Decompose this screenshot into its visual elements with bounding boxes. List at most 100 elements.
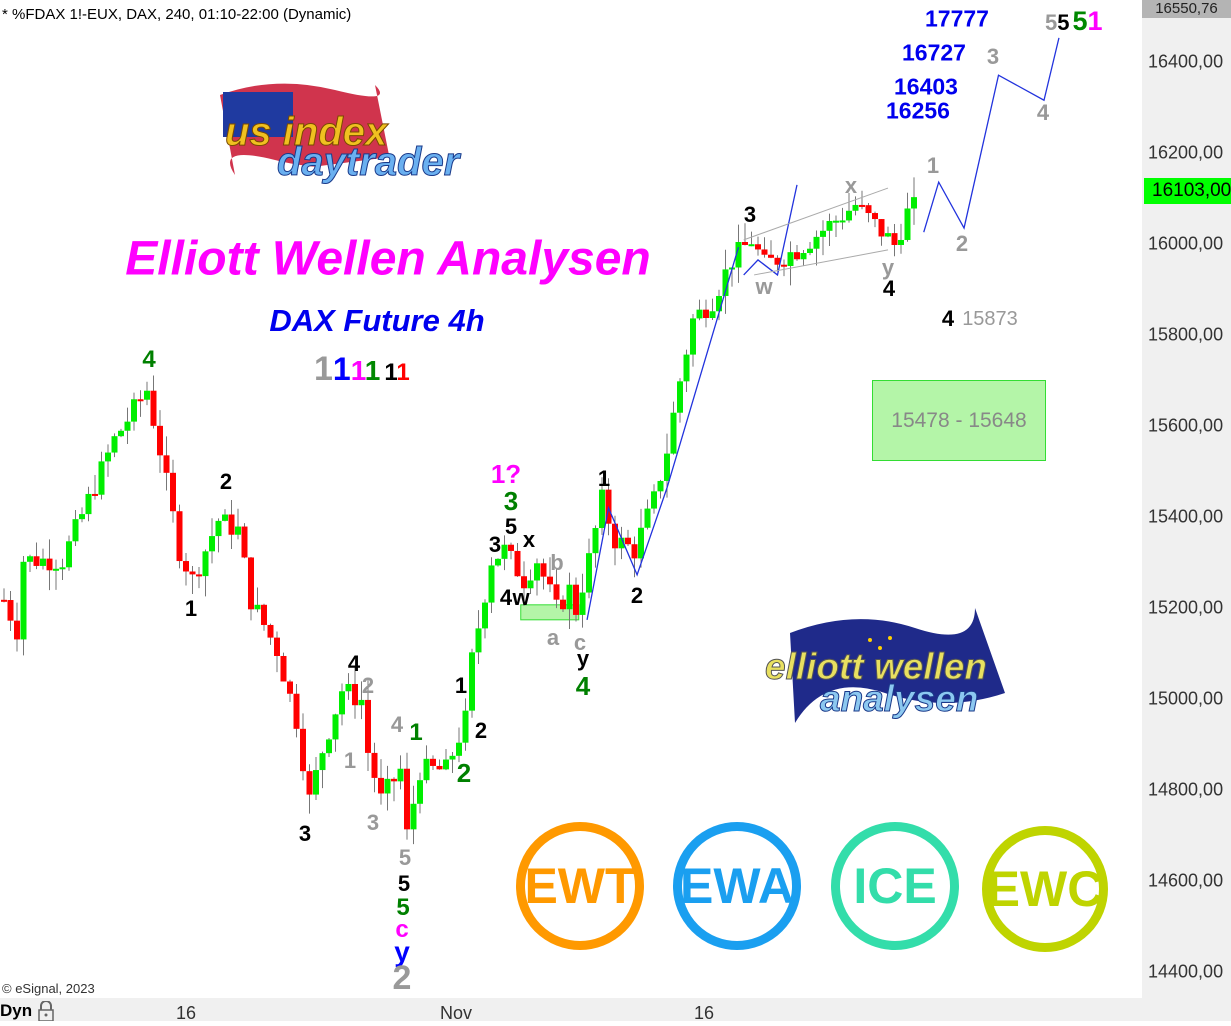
- degree-3: 1: [350, 355, 365, 386]
- candle-up: [319, 753, 326, 771]
- badge-ice: ICE: [831, 822, 959, 950]
- wave-label: y: [576, 646, 590, 671]
- candle-up: [826, 220, 833, 231]
- degree-2: 1: [332, 351, 351, 387]
- candle-up: [59, 567, 66, 570]
- candle-up: [599, 489, 605, 529]
- candle-up: [495, 558, 501, 566]
- candle-down: [150, 390, 157, 426]
- wave-label: 2: [474, 718, 488, 743]
- candle-up: [813, 236, 820, 249]
- candle-up: [644, 508, 651, 528]
- x-tick-nov: Nov: [439, 1003, 473, 1023]
- candle-up: [209, 536, 215, 552]
- y-tick: 14400,00: [1148, 961, 1224, 982]
- candle-down: [46, 558, 53, 571]
- candle-up: [456, 742, 462, 756]
- target-1: 17777: [925, 5, 989, 32]
- candle-up: [345, 683, 352, 692]
- wave-label: x: [844, 173, 858, 198]
- wave-label: 4: [575, 671, 591, 701]
- candle-down: [878, 219, 885, 237]
- badge-ewt: EWT: [516, 822, 644, 950]
- projection-line: [923, 37, 1060, 233]
- price-axis[interactable]: [1142, 0, 1231, 1021]
- candle-up: [397, 768, 404, 782]
- axis-top-value: 16550,76: [1142, 0, 1231, 18]
- top-wave-4: 1: [1087, 6, 1103, 36]
- badge-ewa: EWA: [673, 822, 801, 950]
- degree-6: 1: [396, 359, 410, 386]
- time-axis[interactable]: [0, 998, 1142, 1021]
- candle-down: [1, 599, 7, 602]
- candle-up: [124, 421, 131, 431]
- target-2: 16727: [902, 39, 966, 66]
- degree-4: 1: [364, 355, 381, 386]
- candle-down: [508, 544, 514, 551]
- candle-down: [768, 254, 774, 258]
- candle-up: [410, 803, 417, 830]
- candle-down: [196, 574, 202, 577]
- candle-up: [72, 519, 79, 542]
- y-tick: 14600,00: [1148, 870, 1224, 891]
- target-4: 16256: [886, 97, 950, 124]
- dyn-label[interactable]: Dyn: [0, 1001, 33, 1020]
- candle-down: [189, 571, 196, 575]
- channel-upper-line: [743, 187, 889, 241]
- candle-down: [137, 399, 144, 402]
- candle-up: [898, 239, 904, 245]
- wave-label: w: [512, 585, 530, 610]
- candle-down: [514, 550, 521, 577]
- wave-label: b: [550, 550, 564, 575]
- wave-label: 3: [366, 810, 380, 835]
- candle-down: [352, 683, 358, 706]
- candle-down: [631, 544, 638, 559]
- candle-up: [501, 544, 508, 559]
- candle-up: [118, 430, 124, 437]
- candle-up: [833, 220, 839, 223]
- candle-down: [261, 604, 267, 625]
- candle-down: [241, 526, 248, 558]
- candle-up: [534, 563, 540, 581]
- y-tick: 16400,00: [1148, 51, 1224, 72]
- wave-count-line: [586, 246, 740, 620]
- top-wave-3: 5: [1072, 6, 1088, 36]
- candle-down: [404, 768, 410, 830]
- candle-up: [690, 318, 696, 355]
- candle-up: [683, 354, 690, 382]
- candle-up: [566, 584, 573, 610]
- candle-down: [274, 637, 280, 656]
- candle-down: [371, 752, 378, 778]
- candle-up: [709, 311, 716, 319]
- candle-up: [79, 514, 85, 520]
- candle-down: [163, 455, 170, 473]
- y-tick: 15000,00: [1148, 688, 1224, 709]
- candle-up: [144, 390, 150, 400]
- wave-label: 1?: [490, 459, 522, 489]
- y-tick: 14800,00: [1148, 779, 1224, 800]
- candle-up: [215, 520, 222, 537]
- degree-legend: 1111 11: [314, 350, 410, 389]
- candle-up: [885, 233, 891, 237]
- candle-up: [846, 210, 852, 221]
- last-price-marker: 16103,00: [1144, 178, 1231, 204]
- candle-down: [703, 309, 709, 319]
- degree-5: 1: [384, 359, 397, 386]
- y-tick: 15600,00: [1148, 415, 1224, 436]
- candle-up: [131, 399, 137, 422]
- candle-up: [384, 778, 391, 794]
- wave-label: 4: [390, 712, 404, 737]
- wave-label: 1: [926, 153, 940, 178]
- wave-label: c: [395, 916, 409, 943]
- wave-label: 3: [743, 202, 757, 227]
- wave-label: 4: [142, 346, 156, 373]
- channel-lower-line: [754, 249, 889, 276]
- candle-down: [183, 561, 189, 572]
- candle-up: [638, 527, 644, 559]
- candle-down: [547, 576, 553, 585]
- candle-down: [176, 511, 183, 562]
- candle-up: [222, 514, 228, 521]
- candle-up: [807, 248, 813, 254]
- candle-down: [7, 600, 14, 621]
- lock-icon[interactable]: [38, 1000, 54, 1022]
